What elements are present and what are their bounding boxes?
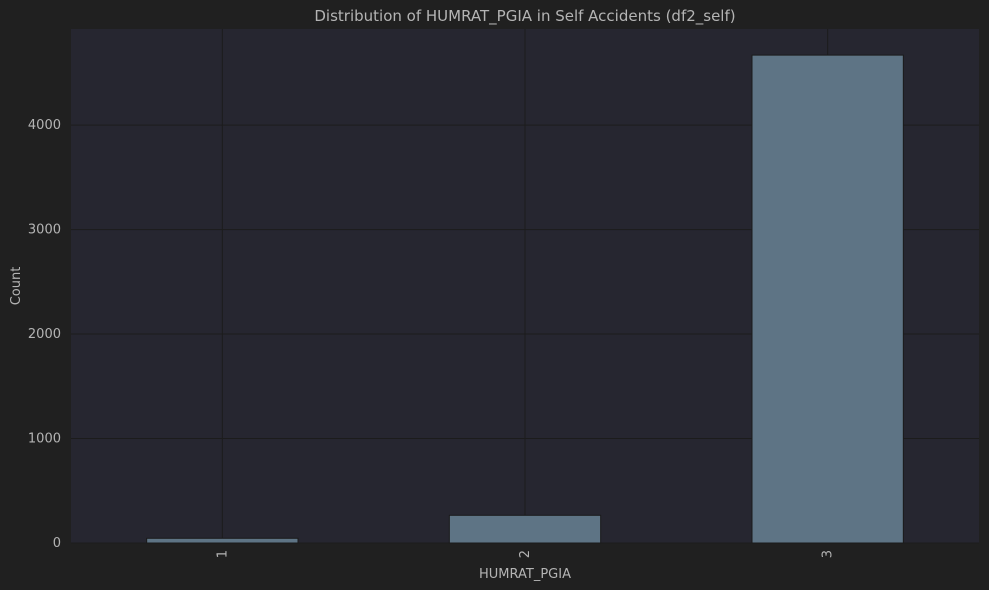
bar-2 <box>448 514 602 544</box>
x-tick-labels: 1 2 3 <box>215 550 835 558</box>
chart-title: Distribution of HUMRAT_PGIA in Self Acci… <box>314 7 735 26</box>
bars <box>146 54 904 544</box>
y-tick-label: 2000 <box>28 327 61 342</box>
y-axis-label: Count <box>9 267 24 306</box>
x-axis-label: HUMRAT_PGIA <box>479 567 571 582</box>
x-tick-label: 2 <box>518 550 533 558</box>
bar-3 <box>751 54 904 544</box>
y-tick-label: 3000 <box>28 223 61 238</box>
x-tick-label: 3 <box>821 550 836 558</box>
y-tick-label: 4000 <box>28 118 61 133</box>
y-tick-label: 0 <box>53 536 61 551</box>
y-tick-labels: 0 1000 2000 3000 4000 <box>28 118 61 551</box>
bar-1 <box>146 537 299 544</box>
x-tick-label: 1 <box>215 550 230 558</box>
y-tick-label: 1000 <box>28 432 61 447</box>
